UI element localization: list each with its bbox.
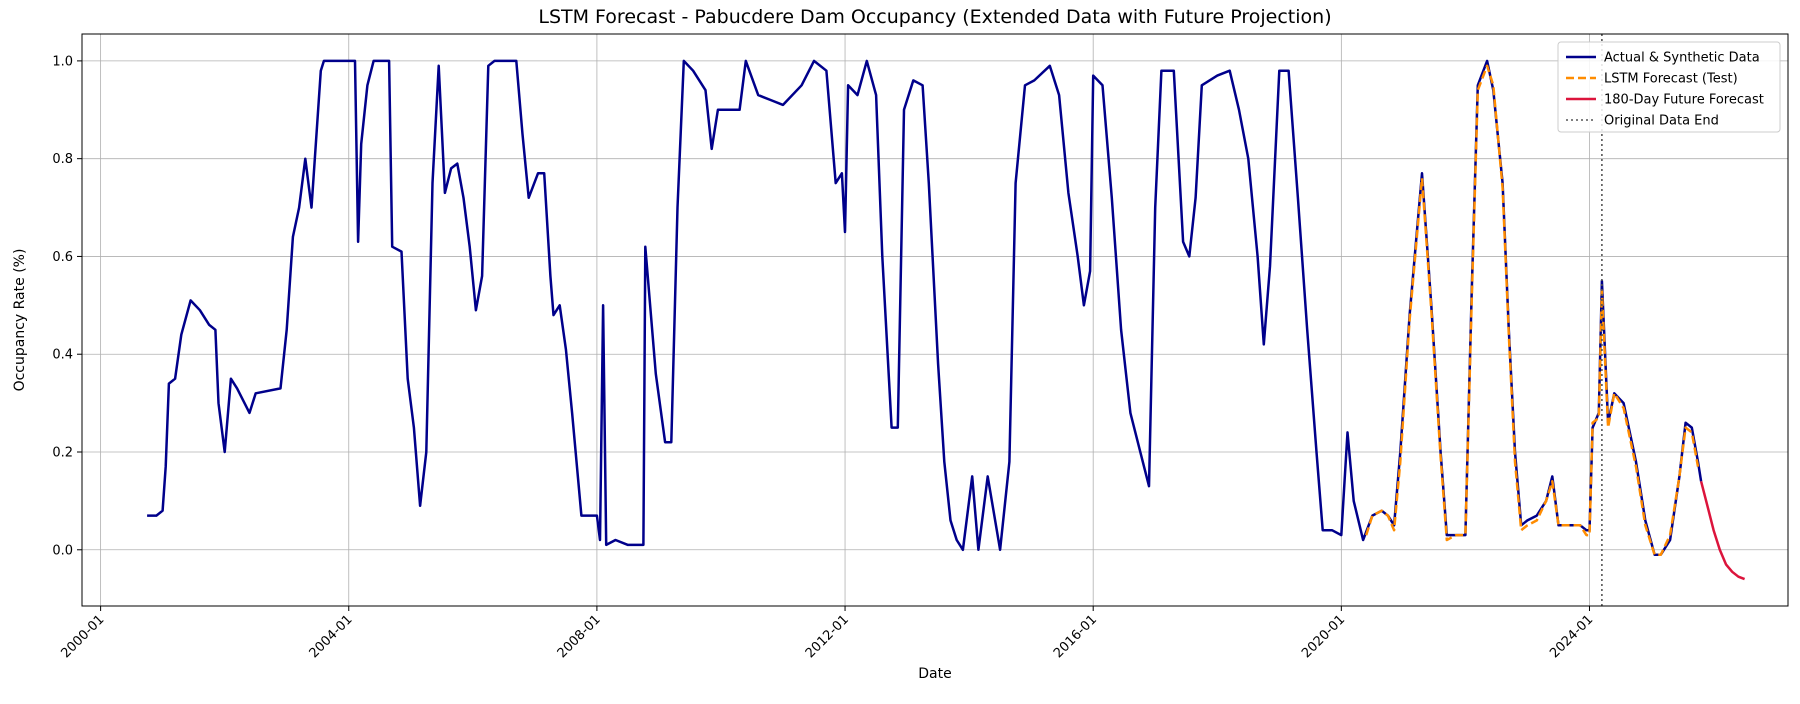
series-lines [147, 34, 1746, 606]
y-tick-label: 0.4 [52, 348, 73, 363]
x-tick-label: 2000-01 [58, 612, 107, 661]
legend-box [1557, 41, 1781, 133]
x-tick-label: 2020-01 [1299, 612, 1348, 661]
legend-label-lstm: LSTM Forecast (Test) [1604, 72, 1738, 87]
y-tick-label: 0.0 [52, 543, 73, 558]
series-future-forecast-line [1699, 480, 1746, 581]
chart-title: LSTM Forecast - Pabucdere Dam Occupancy … [538, 6, 1331, 28]
y-tick-label: 0.8 [52, 152, 73, 167]
legend-label-future: 180-Day Future Forecast [1604, 93, 1764, 108]
legend-label-vline: Original Data End [1604, 114, 1719, 129]
y-tick-label: 0.6 [52, 250, 73, 265]
x-tick-label: 2024-01 [1547, 612, 1596, 661]
legend: Actual & Synthetic Data LSTM Forecast (T… [1557, 41, 1781, 133]
y-axis-label: Occupancy Rate (%) [12, 249, 28, 392]
x-tick-label: 2016-01 [1051, 612, 1100, 661]
x-tick-label: 2012-01 [803, 612, 852, 661]
legend-label-actual: Actual & Synthetic Data [1604, 51, 1760, 66]
x-axis-label: Date [918, 666, 951, 682]
series-lstm-forecast-line [1365, 64, 1700, 556]
x-tick-label: 2004-01 [307, 612, 356, 661]
y-tick-label: 0.2 [52, 446, 73, 461]
y-tick-label: 1.0 [52, 54, 73, 69]
x-tick-label: 2008-01 [555, 612, 604, 661]
plot-frame [81, 33, 1789, 607]
